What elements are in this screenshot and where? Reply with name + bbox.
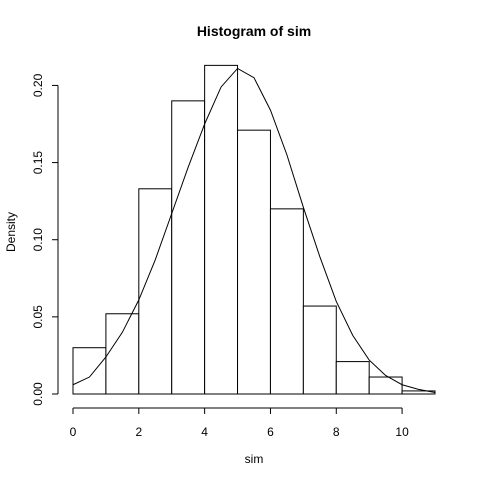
histogram-bar-3 <box>138 188 173 395</box>
x-tick-label-3: 4 <box>201 425 208 439</box>
y-tick-label-1: 0.00 <box>31 382 45 406</box>
histogram-bar-8 <box>302 305 337 395</box>
histogram-bar-9 <box>335 361 370 395</box>
x-axis: 0 2 4 6 8 10 <box>70 407 409 439</box>
chart-title: Histogram of sim <box>197 23 311 39</box>
x-axis-label: sim <box>245 452 264 466</box>
histogram-bar-7 <box>269 208 304 395</box>
x-tick-label-5: 8 <box>333 425 340 439</box>
x-tick-label-6: 10 <box>395 425 409 439</box>
y-tick-label-4: 0.15 <box>31 151 45 175</box>
histogram-bars <box>72 64 436 395</box>
histogram-bar-1 <box>72 347 107 395</box>
y-tick-label-5: 0.20 <box>31 73 45 97</box>
histogram-bar-6 <box>237 129 271 395</box>
y-axis-label: Density <box>4 212 18 252</box>
density-curve <box>72 67 436 393</box>
histogram-bar-4 <box>171 100 206 395</box>
histogram-bar-5 <box>204 64 239 395</box>
x-tick-label-4: 6 <box>267 425 274 439</box>
y-tick-label-2: 0.05 <box>31 305 45 329</box>
histogram-bar-2 <box>105 313 140 395</box>
histogram-bar-10 <box>368 376 403 395</box>
x-tick-label-1: 0 <box>70 425 77 439</box>
x-tick-label-2: 2 <box>135 425 142 439</box>
y-axis: 0.00 0.05 0.10 0.15 0.20 <box>31 73 59 406</box>
y-tick-label-3: 0.10 <box>31 228 45 252</box>
